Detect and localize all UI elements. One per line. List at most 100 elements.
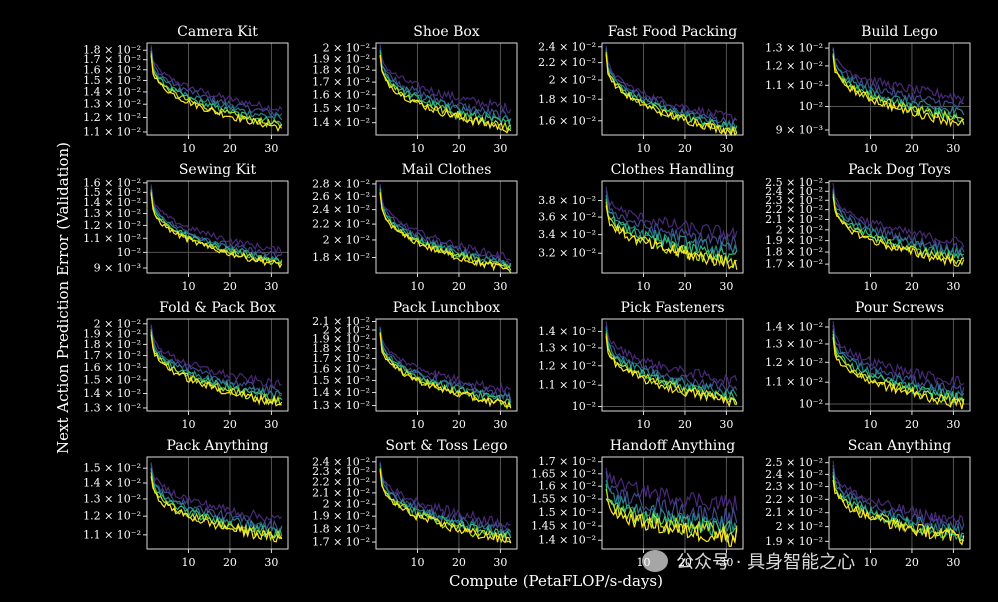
series-line-5 xyxy=(832,333,965,407)
y-tick-label: 1.5 × 10⁻² xyxy=(83,186,141,199)
y-tick-label: 1.6 × 10⁻² xyxy=(538,114,596,127)
series-line-5 xyxy=(379,332,512,408)
plot-frame xyxy=(375,180,518,274)
plot-frame xyxy=(828,318,971,412)
y-tick-label: 1.7 × 10⁻² xyxy=(83,349,141,362)
y-tick-label: 1.7 × 10⁻² xyxy=(312,76,370,89)
y-tick-label: 2.4 × 10⁻² xyxy=(538,40,596,53)
y-tick-label: 1.5 × 10⁻² xyxy=(83,462,141,475)
x-tick-label: 10 xyxy=(863,280,877,293)
x-tick-label: 20 xyxy=(905,556,919,569)
series-line-3 xyxy=(150,188,282,264)
x-tick-label: 10 xyxy=(181,418,195,431)
x-tick-label: 30 xyxy=(264,142,278,155)
y-tick-label: 1.2 × 10⁻² xyxy=(765,59,823,72)
series-line-6 xyxy=(605,498,738,547)
subplot-13: Pack Anything 10 20 30 1.5 × 10⁻² 1.4 × 10⁻² 1… xyxy=(83,438,289,569)
subplot-title: Pick Fasteners xyxy=(620,300,724,316)
y-tick-label: 1.2 × 10⁻² xyxy=(83,510,141,523)
y-tick-label: 2 × 10⁻² xyxy=(776,520,823,533)
x-tick-label: 30 xyxy=(493,280,507,293)
y-tick-label: 1.3 × 10⁻² xyxy=(765,337,823,350)
y-tick-label: 3.2 × 10⁻² xyxy=(538,247,596,260)
plot-frame xyxy=(601,42,744,136)
y-tick-label: 2.1 × 10⁻² xyxy=(765,213,823,226)
x-tick-label: 30 xyxy=(719,280,733,293)
y-tick-label: 1.4 × 10⁻² xyxy=(538,534,596,547)
y-tick-label: 2.4 × 10⁻² xyxy=(312,203,370,216)
plot-frame xyxy=(828,42,971,136)
x-tick-label: 10 xyxy=(410,418,424,431)
subplot-title: Scan Anything xyxy=(848,438,951,454)
plot-frame xyxy=(146,456,289,550)
y-tick-label: 2.4 × 10⁻² xyxy=(312,455,370,468)
y-tick-label: 2.6 × 10⁻² xyxy=(312,190,370,203)
y-tick-label: 2 × 10⁻² xyxy=(323,233,370,246)
y-tick-label: 1.9 × 10⁻² xyxy=(83,327,141,340)
series-line-3 xyxy=(605,194,738,256)
series-line-1 xyxy=(832,460,965,526)
x-tick-label: 20 xyxy=(905,142,919,155)
series-line-3 xyxy=(832,468,965,538)
series-line-6 xyxy=(150,334,283,407)
x-tick-label: 30 xyxy=(946,142,960,155)
y-tick-label: 1.4 × 10⁻² xyxy=(83,85,141,98)
x-tick-label: 20 xyxy=(905,418,919,431)
series-line-6 xyxy=(605,205,738,270)
subplot-3: Fast Food Packing 10 20 30 2.4 × 10⁻² 2.2 × 1… xyxy=(538,24,744,155)
y-tick-label: 1.3 × 10⁻² xyxy=(83,492,141,505)
series-line-1 xyxy=(605,45,738,124)
subplot-title: Build Lego xyxy=(861,24,938,40)
x-tick-label: 30 xyxy=(493,556,507,569)
x-tick-label: 30 xyxy=(946,556,960,569)
y-axis-label: Next Action Prediction Error (Validation… xyxy=(54,142,72,454)
subplot-7: Clothes Handling 10 20 30 3.8 × 10⁻² 3.6 × 10… xyxy=(538,162,744,293)
subplot-title: Shoe Box xyxy=(413,24,479,40)
y-tick-label: 9 × 10⁻³ xyxy=(776,123,823,136)
y-tick-label: 1.6 × 10⁻² xyxy=(83,361,141,374)
y-tick-label: 2 × 10⁻² xyxy=(549,74,596,87)
x-tick-label: 20 xyxy=(678,556,692,569)
y-tick-label: 1.2 × 10⁻² xyxy=(765,356,823,369)
x-tick-label: 10 xyxy=(410,142,424,155)
series-line-4 xyxy=(150,51,283,127)
y-tick-label: 1.5 × 10⁻² xyxy=(83,74,141,87)
y-tick-label: 10⁻² xyxy=(117,246,141,259)
y-tick-label: 1.9 × 10⁻² xyxy=(765,535,823,548)
x-tick-label: 20 xyxy=(223,280,237,293)
series-line-6 xyxy=(832,196,964,267)
y-tick-label: 1.8 × 10⁻² xyxy=(83,338,141,351)
series-line-2 xyxy=(832,324,965,395)
y-tick-label: 1.9 × 10⁻² xyxy=(765,234,823,247)
series-line-2 xyxy=(832,464,965,532)
series-line-2 xyxy=(605,190,738,252)
series-line-1 xyxy=(150,45,283,113)
series-line-1 xyxy=(379,326,511,394)
x-tick-label: 20 xyxy=(905,280,919,293)
y-tick-label: 1.6 × 10⁻² xyxy=(312,88,370,101)
series-line-2 xyxy=(832,48,964,109)
series-line-1 xyxy=(832,47,965,104)
x-tick-label: 20 xyxy=(678,142,692,155)
y-tick-label: 1.1 × 10⁻² xyxy=(538,379,596,392)
series-line-1 xyxy=(150,462,283,524)
y-tick-label: 1.9 × 10⁻² xyxy=(312,333,370,346)
series-line-2 xyxy=(605,471,738,527)
y-tick-label: 1.1 × 10⁻² xyxy=(83,125,141,138)
series-line-5 xyxy=(832,54,965,125)
y-tick-label: 1.3 × 10⁻² xyxy=(83,207,141,220)
y-tick-label: 2.1 × 10⁻² xyxy=(312,315,370,328)
plot-frame xyxy=(828,456,971,550)
series-line-6 xyxy=(832,55,965,128)
plot-frame xyxy=(601,180,744,274)
y-tick-label: 10⁻² xyxy=(572,400,596,413)
x-tick-label: 30 xyxy=(493,142,507,155)
y-tick-label: 1.3 × 10⁻² xyxy=(312,399,370,412)
series-line-3 xyxy=(379,464,512,539)
series-line-1 xyxy=(605,321,738,388)
series-line-3 xyxy=(832,329,965,400)
